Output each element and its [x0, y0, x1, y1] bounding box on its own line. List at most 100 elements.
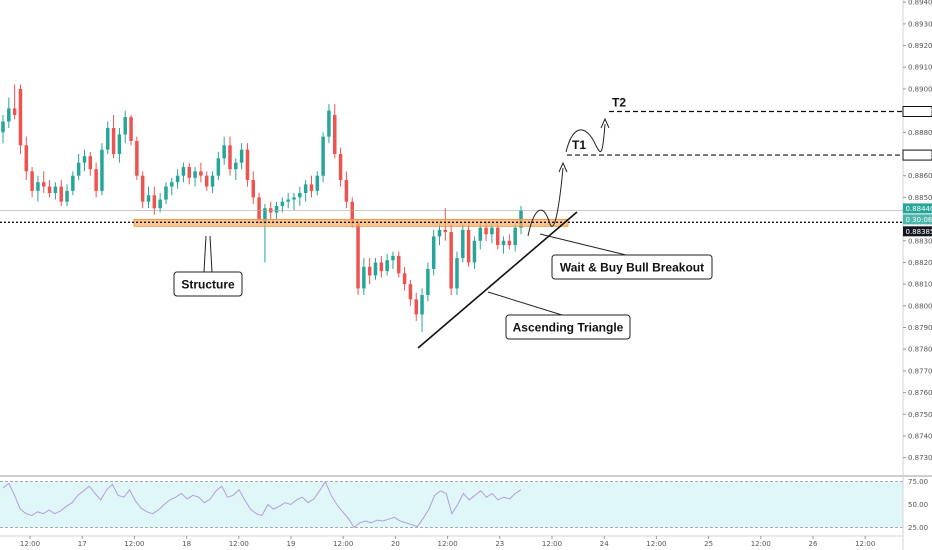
candle	[18, 84, 23, 154]
candle-body	[53, 186, 58, 194]
candle	[65, 184, 69, 207]
candle-body	[204, 175, 209, 187]
candle	[24, 136, 29, 181]
candle	[414, 292, 418, 322]
candle	[146, 186, 151, 209]
candle-body	[111, 127, 116, 154]
candle	[239, 143, 244, 170]
candle	[391, 251, 395, 269]
candle	[379, 255, 384, 278]
candle	[362, 258, 366, 295]
candle	[280, 197, 285, 213]
structure-callout-box	[173, 271, 243, 297]
candle	[216, 151, 221, 181]
candle-body	[47, 186, 52, 194]
candle-body	[274, 206, 279, 213]
countdown-badge-bg	[903, 214, 932, 225]
candle	[408, 279, 413, 306]
candle-body	[88, 156, 93, 170]
candle-body	[414, 299, 418, 315]
structure-callout-text: Structure	[181, 278, 235, 292]
candle-body	[431, 236, 436, 269]
candle-body	[41, 182, 46, 187]
candle	[309, 175, 314, 198]
candle	[193, 167, 197, 187]
candle-body	[367, 266, 372, 276]
candle	[321, 132, 325, 183]
candle-body	[228, 145, 232, 170]
price-axis[interactable]: 0.894000.893000.892000.891000.890000.889…	[902, 0, 932, 550]
projection-path	[527, 167, 564, 237]
candle-body	[385, 260, 389, 272]
candle	[94, 162, 98, 198]
candle	[135, 136, 139, 181]
candle	[175, 169, 180, 189]
candle-body	[397, 255, 401, 274]
candle-body	[129, 117, 133, 141]
time-tick-label: 12:00	[333, 540, 353, 548]
candle	[187, 162, 191, 185]
rsi-band	[0, 481, 903, 528]
structure-callout: Structure	[173, 271, 243, 297]
candle-body	[158, 199, 162, 209]
time-tick-label: 23	[495, 540, 504, 548]
time-tick-label: 12:00	[542, 540, 562, 548]
time-tick-label: 24	[600, 540, 609, 548]
projection-path-2	[565, 123, 606, 153]
candle-body	[344, 180, 349, 202]
ascending-support-line	[417, 211, 578, 349]
time-tick-label: 18	[182, 540, 191, 548]
candle-body	[199, 171, 203, 176]
candle-body	[164, 186, 168, 200]
candle-body	[478, 227, 483, 241]
wait-buy-callout-pointer	[539, 233, 627, 256]
candle	[303, 180, 308, 202]
candle	[420, 288, 424, 332]
candle-body	[490, 227, 494, 235]
candle-body	[309, 184, 314, 191]
t1-price-badge-bg	[902, 149, 932, 161]
candle-body	[501, 240, 506, 246]
candle	[59, 180, 63, 207]
candle-body	[350, 201, 354, 224]
time-tick-label: 17	[78, 540, 87, 548]
candle-body	[59, 186, 63, 202]
candle	[210, 171, 215, 194]
current-price-badge: 0.88440	[903, 203, 932, 214]
candle-body	[455, 258, 459, 289]
candle	[140, 171, 145, 209]
candle-body	[280, 201, 285, 207]
candle	[245, 143, 250, 187]
t2-price-badge-bg	[902, 105, 932, 117]
candle-body	[449, 232, 453, 289]
time-axis[interactable]: 12:00 17 12:00 18 12:00 19 12:00 20 12:00 23 12:00…	[0, 535, 903, 548]
candle	[263, 203, 267, 263]
candle-body	[239, 149, 244, 163]
candle	[106, 121, 110, 154]
candle	[30, 167, 34, 198]
candle	[158, 193, 162, 213]
candle-body	[222, 145, 226, 159]
candle	[123, 110, 127, 144]
candle-body	[257, 197, 261, 220]
projection-arrow-t1	[558, 161, 568, 173]
candle	[397, 251, 401, 278]
candle-body	[187, 167, 191, 178]
candle-body	[100, 149, 104, 191]
candle-body	[152, 195, 157, 209]
time-tick-label: 12:00	[646, 540, 666, 548]
wait-buy-callout: Wait & Buy Bull Breakout	[539, 233, 713, 280]
candle	[199, 162, 203, 183]
candle	[437, 223, 442, 246]
candle-body	[82, 156, 87, 163]
candle-body	[303, 184, 308, 194]
